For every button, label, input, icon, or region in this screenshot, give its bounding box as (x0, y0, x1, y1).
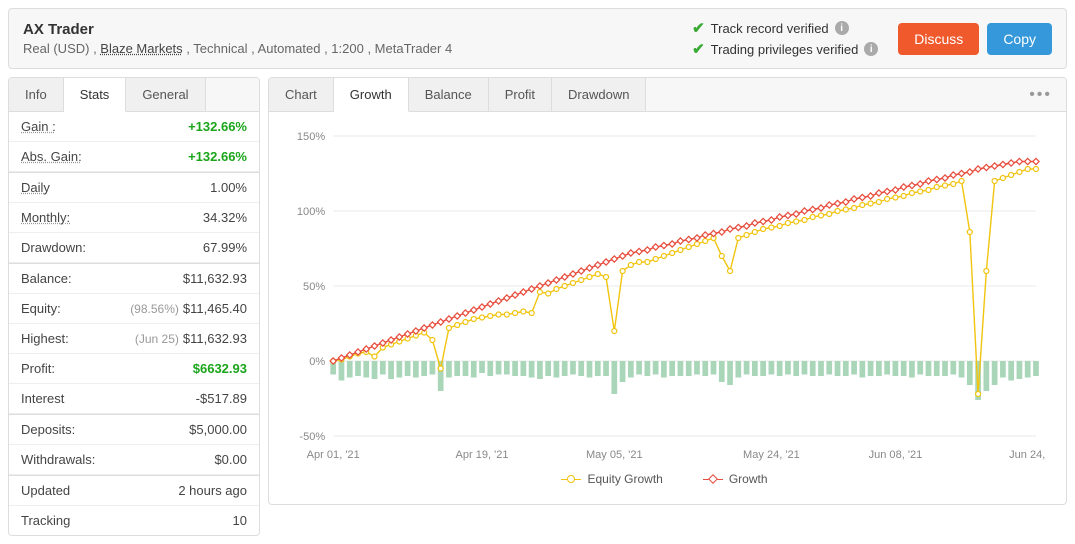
tab-balance[interactable]: Balance (409, 78, 489, 111)
tab-profit[interactable]: Profit (489, 78, 552, 111)
stat-highest: Highest:(Jun 25)$11,632.93 (9, 324, 259, 354)
main-row: Info Stats General Gain :+132.66% Abs. G… (8, 77, 1067, 536)
svg-text:100%: 100% (297, 206, 325, 218)
growth-chart[interactable]: 150% 100% 50% 0% -50% Apr 01, '21 Apr 19, '21 M… (283, 126, 1046, 466)
stat-monthly: Monthly:34.32% (9, 203, 259, 233)
subtitle-text: Real (USD) , Blaze Markets , Technical ,… (23, 41, 452, 56)
stats-panel: Info Stats General Gain :+132.66% Abs. G… (8, 77, 260, 536)
stat-deposits: Deposits:$5,000.00 (9, 414, 259, 445)
verify-label: Track record verified (711, 21, 829, 36)
tab-info[interactable]: Info (9, 78, 64, 111)
stat-drawdown: Drawdown:67.99% (9, 233, 259, 263)
info-icon[interactable]: i (835, 21, 849, 35)
header-card: AX Trader Real (USD) , Blaze Markets , T… (8, 8, 1067, 69)
verify-label: Trading privileges verified (711, 42, 859, 57)
svg-text:150%: 150% (297, 131, 325, 143)
check-icon: ✔ (692, 19, 705, 37)
svg-text:Apr 19, '21: Apr 19, '21 (455, 449, 508, 461)
chart-legend: Equity Growth Growth (283, 466, 1046, 494)
stat-tracking: Tracking10 (9, 506, 259, 535)
chart-tabs: Chart Growth Balance Profit Drawdown ••• (269, 78, 1066, 112)
chart-panel: Chart Growth Balance Profit Drawdown •••… (268, 77, 1067, 505)
svg-text:Jun 24, '21: Jun 24, '21 (1009, 449, 1046, 461)
svg-text:May 24, '21: May 24, '21 (743, 449, 800, 461)
verify-track-record: ✔ Track record verified i (692, 19, 878, 37)
verify-privileges: ✔ Trading privileges verified i (692, 40, 878, 58)
svg-text:May 05, '21: May 05, '21 (586, 449, 643, 461)
stats-body: Gain :+132.66% Abs. Gain:+132.66% Daily1… (9, 112, 259, 535)
svg-text:Jun 08, '21: Jun 08, '21 (869, 449, 923, 461)
tab-drawdown[interactable]: Drawdown (552, 78, 646, 111)
tab-chart[interactable]: Chart (269, 78, 334, 111)
stats-tabs: Info Stats General (9, 78, 259, 112)
tab-stats[interactable]: Stats (64, 78, 127, 112)
stat-balance: Balance:$11,632.93 (9, 263, 259, 294)
account-subtitle: Real (USD) , Blaze Markets , Technical ,… (23, 41, 672, 56)
svg-text:50%: 50% (303, 281, 325, 293)
stat-gain: Gain :+132.66% (9, 112, 259, 142)
legend-equity[interactable]: Equity Growth (561, 472, 662, 486)
legend-growth[interactable]: Growth (703, 472, 768, 486)
account-title: AX Trader (23, 21, 672, 38)
stat-profit: Profit:$6632.93 (9, 354, 259, 384)
stat-absgain: Abs. Gain:+132.66% (9, 142, 259, 172)
info-icon[interactable]: i (864, 42, 878, 56)
stat-daily: Daily1.00% (9, 172, 259, 203)
stat-withdrawals: Withdrawals:$0.00 (9, 445, 259, 475)
header-buttons: Discuss Copy (898, 23, 1052, 55)
stat-updated: Updated2 hours ago (9, 475, 259, 506)
header-left: AX Trader Real (USD) , Blaze Markets , T… (23, 21, 672, 56)
header-verify: ✔ Track record verified i ✔ Trading priv… (692, 19, 878, 58)
svg-text:0%: 0% (309, 356, 325, 368)
svg-text:-50%: -50% (299, 431, 325, 443)
tab-growth[interactable]: Growth (334, 78, 409, 112)
copy-button[interactable]: Copy (987, 23, 1052, 55)
check-icon: ✔ (692, 40, 705, 58)
svg-text:Apr 01, '21: Apr 01, '21 (307, 449, 360, 461)
stat-interest: Interest-$517.89 (9, 384, 259, 414)
tab-general[interactable]: General (126, 78, 205, 111)
more-icon[interactable]: ••• (1015, 86, 1066, 104)
chart-body: 150% 100% 50% 0% -50% Apr 01, '21 Apr 19, '21 M… (269, 112, 1066, 504)
discuss-button[interactable]: Discuss (898, 23, 979, 55)
stat-equity: Equity:(98.56%)$11,465.40 (9, 294, 259, 324)
